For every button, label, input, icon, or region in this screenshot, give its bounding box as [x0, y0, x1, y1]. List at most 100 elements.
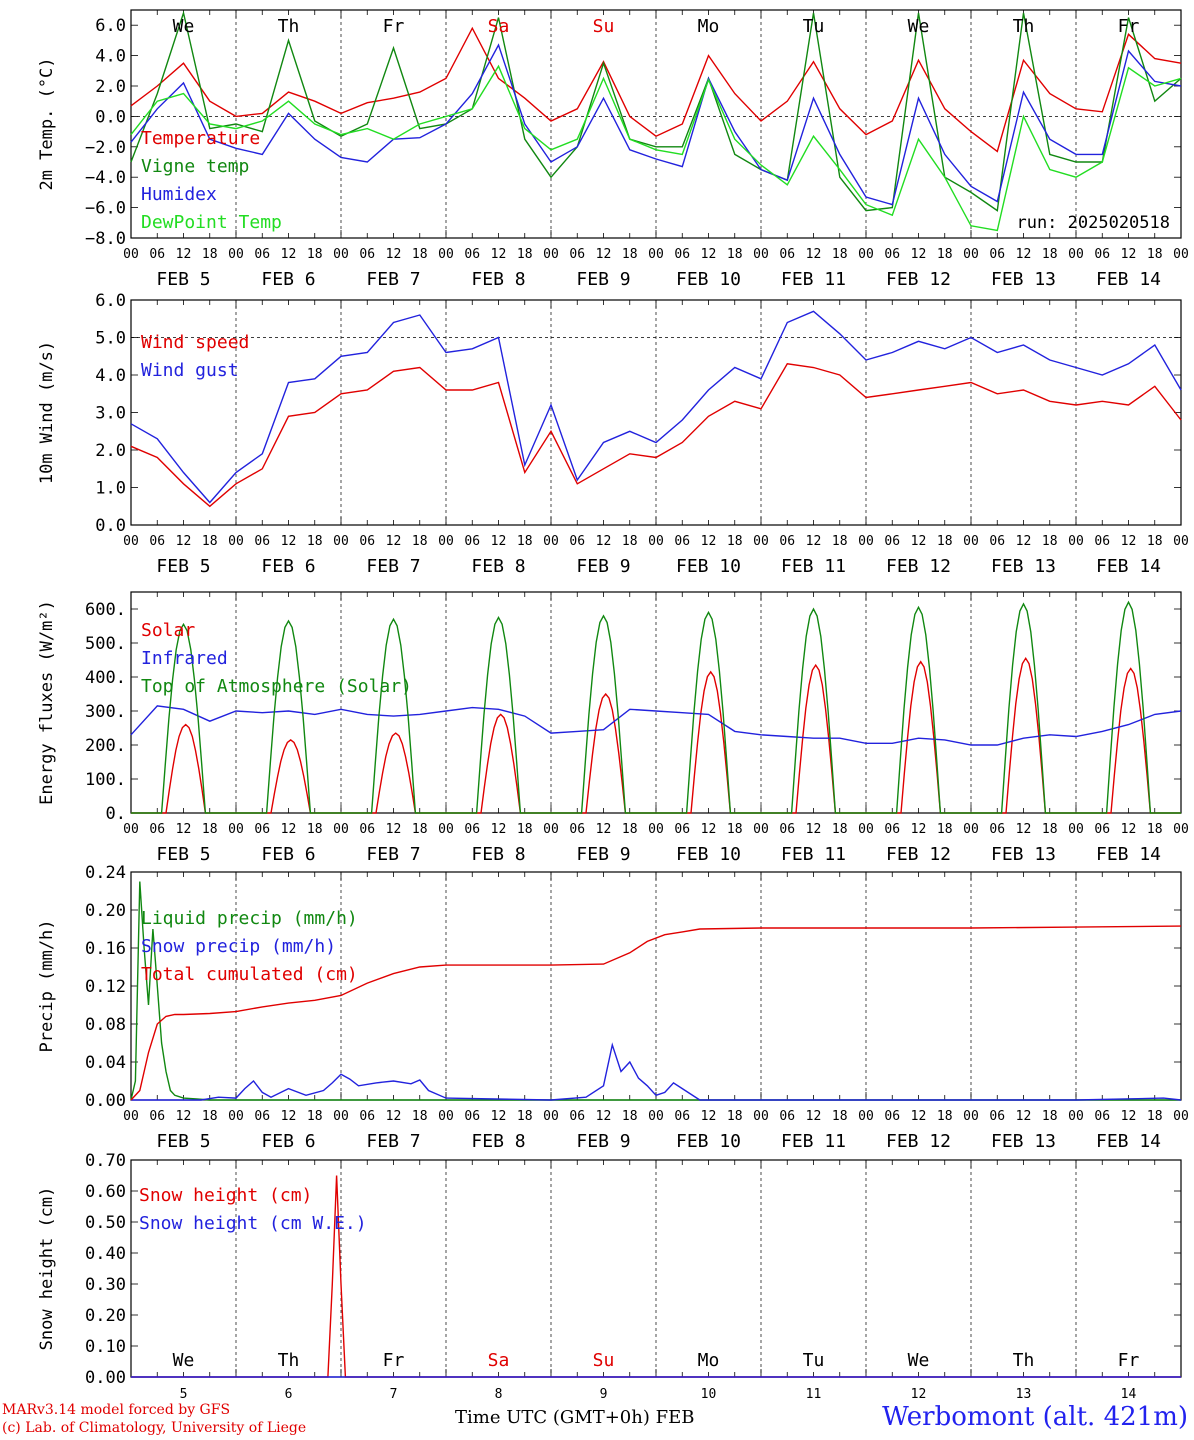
hour-label: 00: [333, 822, 349, 837]
hour-label: 12: [491, 822, 507, 837]
hour-label: 18: [412, 822, 428, 837]
day-abbrev: Sa: [488, 1350, 510, 1371]
hour-label: 18: [1147, 822, 1163, 837]
hour-label: 18: [202, 1109, 218, 1124]
day-number: 12: [911, 1387, 927, 1402]
chart-panel-5: 0.00 0.10 0.20 0.30 0.40 0.50 0.60 0.70 Snow hei…: [37, 1151, 1182, 1402]
day-abbrev: Fr: [383, 16, 405, 37]
series-line: [130, 881, 1181, 1101]
date-label: FEB 13: [991, 556, 1056, 577]
hour-label: 00: [858, 1109, 874, 1124]
date-label: FEB 10: [676, 269, 741, 290]
y-tick-label: −6.0: [85, 199, 126, 219]
day-abbrev: Fr: [1118, 16, 1140, 37]
hour-label: 18: [1147, 534, 1163, 549]
day-abbrev: Mo: [698, 16, 720, 37]
hour-label: 00: [963, 1109, 979, 1124]
hour-label: 06: [149, 247, 165, 262]
hour-label: 06: [359, 822, 375, 837]
hour-label: 06: [989, 534, 1005, 549]
hour-label: 18: [202, 822, 218, 837]
date-label: FEB 11: [781, 1131, 846, 1152]
hour-label: 18: [727, 822, 743, 837]
legend-entry: DewPoint Temp: [141, 212, 282, 233]
date-label: FEB 10: [676, 844, 741, 865]
date-label: FEB 12: [886, 269, 951, 290]
hour-label: 12: [911, 247, 927, 262]
hour-label: 00: [123, 247, 139, 262]
hour-label: 18: [1147, 247, 1163, 262]
hour-label: 12: [176, 534, 192, 549]
y-tick-label: 0.0: [95, 516, 126, 536]
y-tick-label: 0.12: [85, 977, 126, 997]
date-label: FEB 8: [471, 844, 525, 865]
hour-label: 12: [491, 534, 507, 549]
day-abbrev: Sa: [488, 16, 510, 37]
chart-panel-3: 0. 100. 200. 300. 400. 500. 600. Energy fluxes …: [37, 591, 1189, 865]
y-tick-label: 0.04: [85, 1053, 126, 1073]
day-abbrev: Su: [593, 1350, 615, 1371]
day-number: 10: [701, 1387, 717, 1402]
y-tick-label: 1.0: [95, 479, 126, 499]
y-tick-label: 4.0: [95, 366, 126, 386]
date-label: FEB 14: [1096, 269, 1161, 290]
hour-label: 12: [1016, 247, 1032, 262]
hour-label: 06: [674, 1109, 690, 1124]
date-label: FEB 12: [886, 556, 951, 577]
run-annotation: run: 2025020518: [1016, 213, 1170, 233]
date-label: FEB 10: [676, 556, 741, 577]
hour-label: 06: [1094, 247, 1110, 262]
hour-label: 06: [254, 534, 270, 549]
hour-label: 00: [1173, 247, 1189, 262]
hour-label: 18: [412, 247, 428, 262]
y-tick-label: 6.0: [95, 16, 126, 36]
y-tick-label: 200.: [85, 736, 126, 756]
y-tick-label: 0.16: [85, 939, 126, 959]
hour-label: 12: [701, 822, 717, 837]
hour-label: 18: [307, 534, 323, 549]
date-label: FEB 12: [886, 1131, 951, 1152]
hour-label: 06: [254, 247, 270, 262]
hour-label: 00: [753, 534, 769, 549]
lab-credit: (c) Lab. of Climatology, University of L…: [2, 1420, 307, 1436]
hour-label: 12: [806, 247, 822, 262]
hour-label: 06: [674, 247, 690, 262]
hour-label: 12: [701, 247, 717, 262]
y-tick-label: 0.24: [85, 863, 126, 883]
y-tick-label: 0.0: [95, 107, 126, 127]
hour-label: 06: [464, 1109, 480, 1124]
hour-label: 00: [858, 822, 874, 837]
hour-label: 12: [281, 534, 297, 549]
date-label: FEB 6: [261, 269, 315, 290]
chart-panel-2: 0.0 1.0 2.0 3.0 4.0 5.0 6.0 10m Wind (m/s) Wind …: [37, 291, 1189, 577]
day-abbrev: Tu: [803, 1350, 825, 1371]
hour-label: 00: [648, 822, 664, 837]
hour-label: 00: [753, 1109, 769, 1124]
hour-label: 06: [254, 822, 270, 837]
hour-label: 00: [543, 534, 559, 549]
hour-label: 00: [543, 1109, 559, 1124]
hour-label: 12: [1121, 822, 1137, 837]
series-line: [130, 43, 1182, 206]
hour-label: 06: [1094, 534, 1110, 549]
hour-label: 00: [543, 822, 559, 837]
series-line: [130, 310, 1182, 504]
hour-label: 12: [176, 1109, 192, 1124]
hour-label: 18: [517, 822, 533, 837]
date-label: FEB 6: [261, 1131, 315, 1152]
hour-label: 06: [884, 1109, 900, 1124]
day-abbrev: We: [173, 1350, 195, 1371]
date-label: FEB 7: [366, 269, 420, 290]
y-tick-label: −4.0: [85, 168, 126, 188]
date-label: FEB 5: [156, 1131, 210, 1152]
y-tick-label: 2.0: [95, 441, 126, 461]
y-axis-label: Energy fluxes (W/m²): [37, 600, 57, 805]
hour-label: 12: [806, 822, 822, 837]
hour-label: 00: [1068, 247, 1084, 262]
hour-label: 06: [149, 534, 165, 549]
hour-label: 18: [1042, 534, 1058, 549]
hour-label: 12: [1016, 534, 1032, 549]
hour-label: 06: [569, 1109, 585, 1124]
y-tick-label: 0.60: [85, 1182, 126, 1202]
